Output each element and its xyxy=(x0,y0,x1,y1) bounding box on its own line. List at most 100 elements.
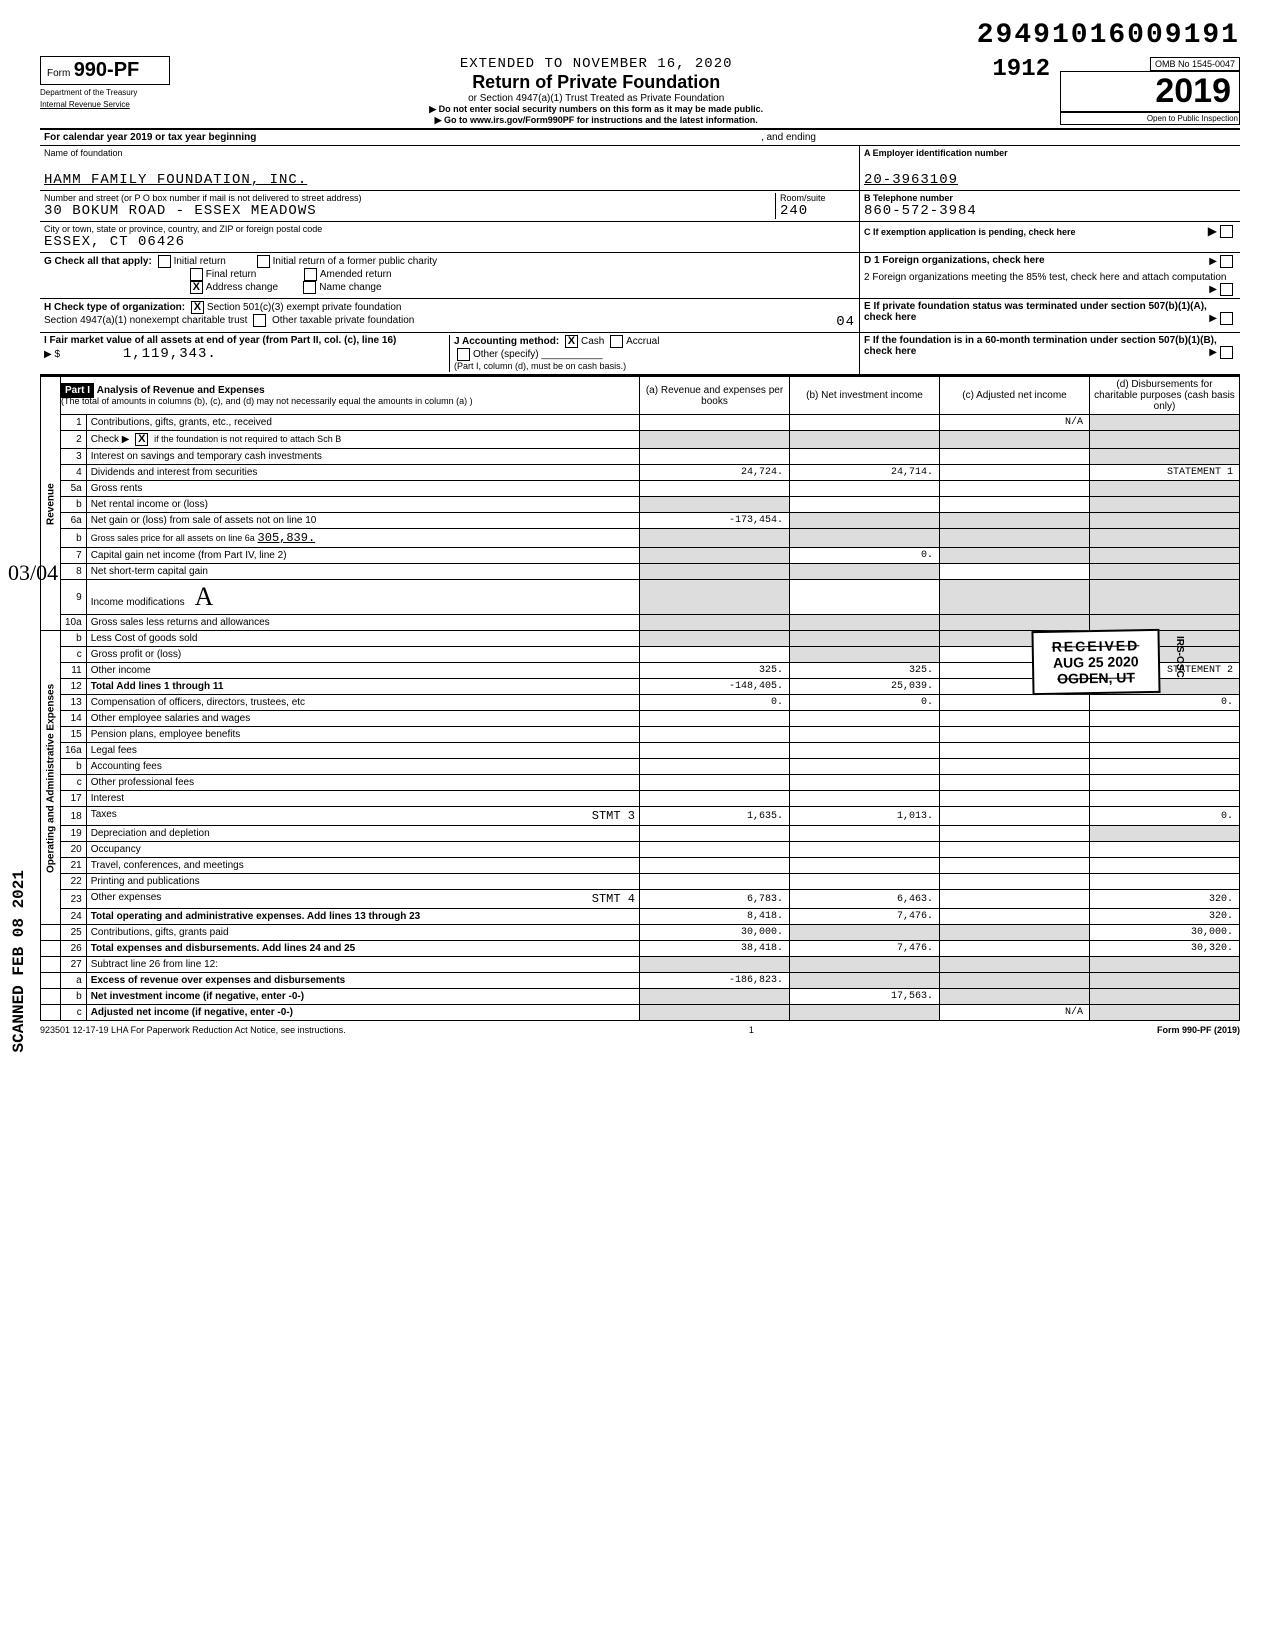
ln10a-desc: Gross sales less returns and allowances xyxy=(86,615,639,631)
dept-treasury: Department of the Treasury xyxy=(40,88,200,97)
ln12: 12 xyxy=(61,679,87,695)
box-g-label: G Check all that apply: xyxy=(44,256,152,267)
ln1-c: N/A xyxy=(940,415,1090,431)
ln2: 2 xyxy=(61,431,87,449)
ln23-desc: Other expenses xyxy=(91,892,162,903)
ln5a: 5a xyxy=(61,481,87,497)
ln20-desc: Occupancy xyxy=(86,842,639,858)
ln18-stmt: STMT 3 xyxy=(592,809,635,823)
chk-namechg[interactable] xyxy=(303,281,316,294)
chk-initial[interactable] xyxy=(158,255,171,268)
col-a-header: (a) Revenue and expenses per books xyxy=(640,377,790,415)
footer-left: 923501 12-17-19 LHA For Paperwork Reduct… xyxy=(40,1025,346,1035)
ln20: 20 xyxy=(61,842,87,858)
ln8: 8 xyxy=(61,564,87,580)
col-d-header: (d) Disbursements for charitable purpose… xyxy=(1090,377,1240,415)
ln22-desc: Printing and publications xyxy=(86,874,639,890)
form-number-box: Form 990-PF xyxy=(40,56,170,85)
ln18-d: 0. xyxy=(1090,807,1240,826)
ln27a-a: -186,823. xyxy=(640,973,790,989)
chk-h2[interactable] xyxy=(253,314,266,327)
ln24-d: 320. xyxy=(1090,909,1240,925)
ln16c: c xyxy=(61,775,87,791)
chk-accrual[interactable] xyxy=(610,335,623,348)
box-c-checkbox[interactable] xyxy=(1220,225,1233,238)
room-value: 240 xyxy=(780,203,855,219)
lbl-h3: Other taxable private foundation xyxy=(272,315,414,326)
col-c-header: (c) Adjusted net income xyxy=(940,377,1090,415)
chk-d1[interactable] xyxy=(1220,255,1233,268)
foundation-name: HAMM FAMILY FOUNDATION, INC. xyxy=(44,172,855,188)
part1-sub: (The total of amounts in columns (b), (c… xyxy=(61,396,473,406)
ln27b-b: 17,563. xyxy=(790,989,940,1005)
chk-address[interactable] xyxy=(190,281,203,294)
ln8-desc: Net short-term capital gain xyxy=(86,564,639,580)
chk-final[interactable] xyxy=(190,268,203,281)
h-handwritten: 04 xyxy=(836,314,855,330)
chk-other[interactable] xyxy=(457,348,470,361)
lbl-h2: Section 4947(a)(1) nonexempt charitable … xyxy=(44,315,247,326)
ln25-desc: Contributions, gifts, grants paid xyxy=(86,925,639,941)
box-e: E If private foundation status was termi… xyxy=(864,301,1207,323)
ln18-b: 1,013. xyxy=(790,807,940,826)
ln10a: 10a xyxy=(61,615,87,631)
ln27b-desc: Net investment income (if negative, ente… xyxy=(86,989,639,1005)
ln11-desc: Other income xyxy=(86,663,639,679)
ssn-warning: ▶ Do not enter social security numbers o… xyxy=(200,104,992,115)
chk-d2[interactable] xyxy=(1220,283,1233,296)
ln11-a: 325. xyxy=(640,663,790,679)
ln15: 15 xyxy=(61,727,87,743)
lbl-namechg: Name change xyxy=(319,282,381,293)
chk-cash[interactable] xyxy=(565,335,578,348)
ln6b: b xyxy=(61,529,87,548)
form-title: Return of Private Foundation xyxy=(200,72,992,93)
ln13-desc: Compensation of officers, directors, tru… xyxy=(86,695,639,711)
ln16a-desc: Legal fees xyxy=(86,743,639,759)
ln9: 9 xyxy=(61,580,87,615)
ln25: 25 xyxy=(61,925,87,941)
ln16a: 16a xyxy=(61,743,87,759)
received-date: AUG 25 2020 xyxy=(1052,653,1140,671)
ln18-desc: Taxes xyxy=(91,809,117,820)
ln4: 4 xyxy=(61,465,87,481)
ln26-a: 38,418. xyxy=(640,941,790,957)
ln5b: b xyxy=(61,497,87,513)
chk-amended[interactable] xyxy=(304,268,317,281)
city-label: City or town, state or province, country… xyxy=(44,224,855,234)
ln26-b: 7,476. xyxy=(790,941,940,957)
ln7-desc: Capital gain net income (from Part IV, l… xyxy=(86,548,639,564)
ln11: 11 xyxy=(61,663,87,679)
room-label: Room/suite xyxy=(780,193,855,203)
ln13-b: 0. xyxy=(790,695,940,711)
ln6a: 6a xyxy=(61,513,87,529)
chk-e[interactable] xyxy=(1220,312,1233,325)
public-inspection: Open to Public Inspection xyxy=(1060,112,1240,125)
ln11-b: 325. xyxy=(790,663,940,679)
ln27c-c: N/A xyxy=(940,1005,1090,1021)
ein-value: 20-3963109 xyxy=(864,172,1236,188)
ln15-desc: Pension plans, employee benefits xyxy=(86,727,639,743)
received-location: OGDEN, UT xyxy=(1053,669,1141,687)
ln19-desc: Depreciation and depletion xyxy=(86,826,639,842)
chk-schb[interactable] xyxy=(135,433,148,446)
ln2-d1: Check ▶ xyxy=(91,434,130,445)
fmv-value: 1,119,343. xyxy=(123,346,217,362)
ln27b: b xyxy=(61,989,87,1005)
calendar-begin-label: For calendar year 2019 or tax year begin… xyxy=(44,132,256,143)
chk-f[interactable] xyxy=(1220,346,1233,359)
ln27: 27 xyxy=(61,957,87,973)
box-d1: D 1 Foreign organizations, check here xyxy=(864,255,1045,266)
ln6a-desc: Net gain or (loss) from sale of assets n… xyxy=(86,513,639,529)
chk-h1[interactable] xyxy=(191,301,204,314)
dept-irs: Internal Revenue Service xyxy=(40,100,200,109)
extended-to: EXTENDED TO NOVEMBER 16, 2020 xyxy=(200,56,992,72)
ln9-hand: A xyxy=(195,582,214,612)
lbl-other: Other (specify) xyxy=(473,349,539,360)
ln27a-desc: Excess of revenue over expenses and disb… xyxy=(86,973,639,989)
part1-table: Revenue Part I Analysis of Revenue and E… xyxy=(40,376,1240,1021)
ln26: 26 xyxy=(61,941,87,957)
chk-former[interactable] xyxy=(257,255,270,268)
form-header: Form 990-PF Department of the Treasury I… xyxy=(40,56,1240,130)
ln16c-desc: Other professional fees xyxy=(86,775,639,791)
ln6a-a: -173,454. xyxy=(640,513,790,529)
